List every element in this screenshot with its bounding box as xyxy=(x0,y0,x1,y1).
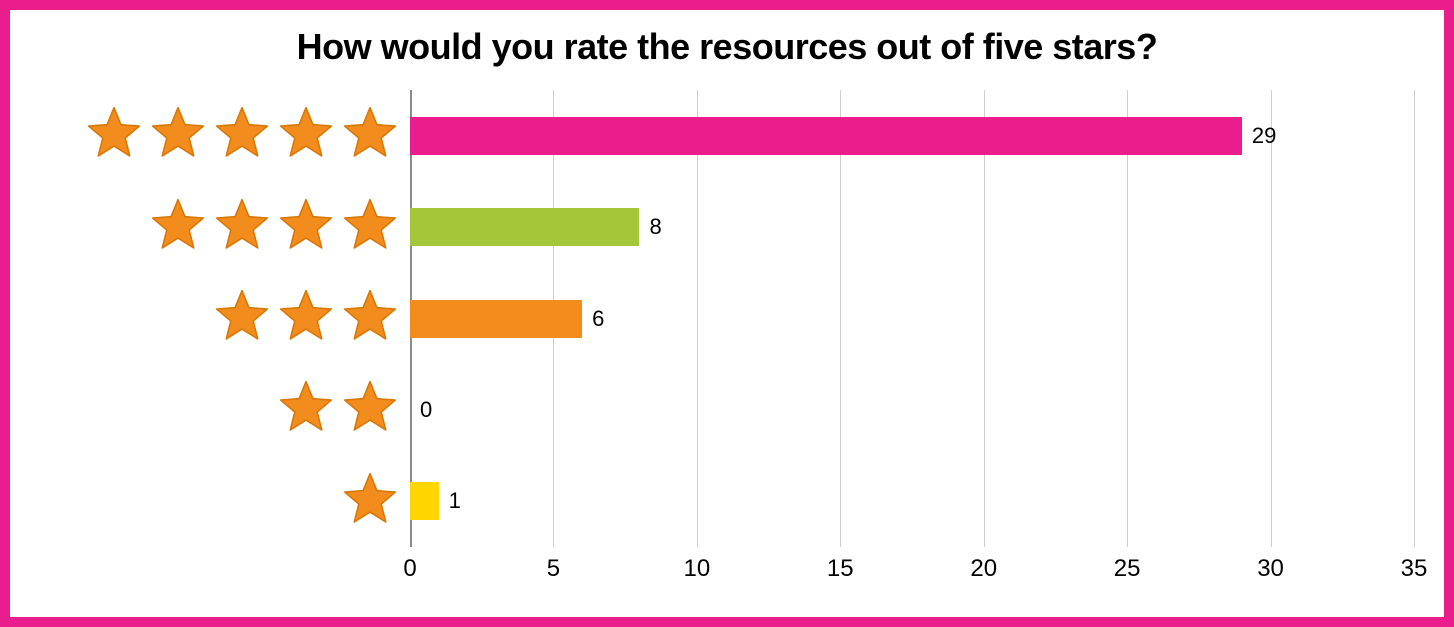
star-icon xyxy=(338,467,402,536)
star-icon xyxy=(210,193,274,262)
star-icon xyxy=(210,284,274,353)
bar-value-label: 0 xyxy=(420,397,432,423)
bar-value-label: 29 xyxy=(1252,123,1276,149)
star-icon xyxy=(274,375,338,444)
bar-value-label: 1 xyxy=(449,488,461,514)
x-tick-label: 0 xyxy=(403,547,416,583)
x-tick-label: 20 xyxy=(970,547,997,583)
bar-5-stars xyxy=(410,117,1242,155)
gridline xyxy=(1271,90,1272,547)
chart-area: 05101520253035298601 xyxy=(40,90,1414,587)
bar-1-stars xyxy=(410,482,439,520)
star-icon xyxy=(274,101,338,170)
bar-value-label: 8 xyxy=(649,214,661,240)
rating-label-1-stars xyxy=(338,469,410,533)
gridline xyxy=(984,90,985,547)
chart-title: How would you rate the resources out of … xyxy=(10,10,1444,68)
star-icon xyxy=(338,375,402,444)
bar-value-label: 6 xyxy=(592,306,604,332)
star-icon xyxy=(338,193,402,262)
x-tick-label: 10 xyxy=(683,547,710,583)
bar-4-stars xyxy=(410,208,639,246)
star-icon xyxy=(274,284,338,353)
x-tick-label: 25 xyxy=(1114,547,1141,583)
chart-frame: How would you rate the resources out of … xyxy=(0,0,1454,627)
star-icon xyxy=(210,101,274,170)
rating-label-3-stars xyxy=(210,287,410,351)
star-icon xyxy=(274,193,338,262)
gridline xyxy=(697,90,698,547)
x-tick-label: 15 xyxy=(827,547,854,583)
x-tick-label: 5 xyxy=(547,547,560,583)
x-tick-label: 30 xyxy=(1257,547,1284,583)
x-tick-label: 35 xyxy=(1401,547,1428,583)
star-icon xyxy=(82,101,146,170)
gridline xyxy=(1414,90,1415,547)
star-icon xyxy=(146,101,210,170)
rating-label-5-stars xyxy=(82,104,410,168)
gridline xyxy=(840,90,841,547)
gridline xyxy=(1127,90,1128,547)
plot-area: 05101520253035298601 xyxy=(410,90,1414,547)
star-icon xyxy=(338,101,402,170)
rating-label-2-stars xyxy=(274,378,410,442)
rating-label-4-stars xyxy=(146,195,410,259)
star-icon xyxy=(338,284,402,353)
bar-3-stars xyxy=(410,300,582,338)
star-icon xyxy=(146,193,210,262)
